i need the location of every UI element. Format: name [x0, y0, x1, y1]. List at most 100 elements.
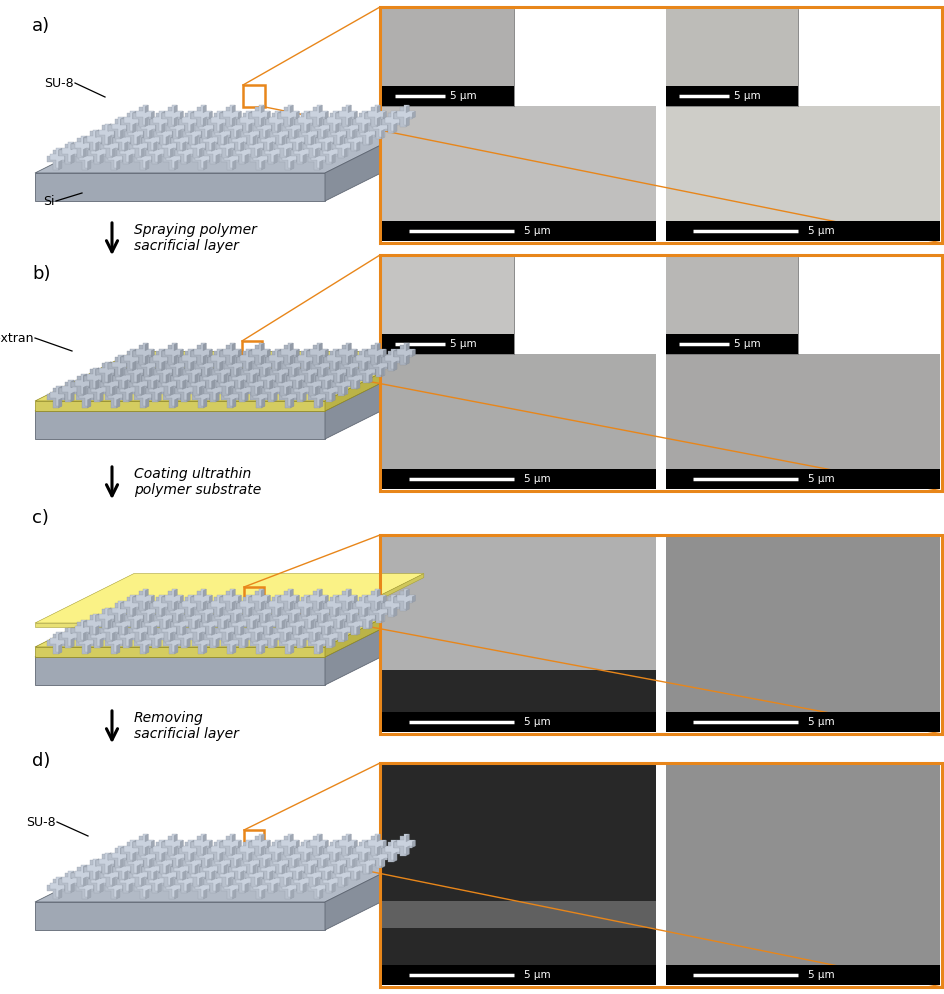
Polygon shape [111, 356, 129, 376]
Text: Removing
sacrificial layer: Removing sacrificial layer [134, 711, 239, 742]
Polygon shape [357, 854, 375, 874]
Polygon shape [153, 595, 171, 615]
Polygon shape [137, 632, 155, 652]
Polygon shape [217, 865, 221, 873]
Polygon shape [255, 117, 258, 124]
Polygon shape [137, 362, 140, 370]
Polygon shape [252, 343, 270, 363]
Polygon shape [296, 393, 299, 400]
Polygon shape [340, 848, 358, 868]
Polygon shape [194, 374, 198, 384]
Polygon shape [412, 595, 415, 602]
Polygon shape [147, 626, 150, 633]
Polygon shape [394, 361, 396, 371]
Polygon shape [144, 834, 148, 842]
Polygon shape [194, 865, 198, 874]
Polygon shape [406, 846, 409, 856]
Polygon shape [88, 644, 91, 654]
Polygon shape [296, 884, 299, 891]
Polygon shape [198, 117, 216, 137]
Polygon shape [114, 129, 117, 137]
Polygon shape [307, 361, 310, 371]
Polygon shape [286, 374, 289, 382]
Polygon shape [319, 399, 323, 408]
Polygon shape [248, 620, 266, 640]
Polygon shape [274, 871, 277, 879]
Polygon shape [201, 368, 204, 375]
Polygon shape [211, 840, 228, 860]
Polygon shape [241, 125, 259, 145]
Polygon shape [303, 392, 306, 402]
Polygon shape [356, 111, 374, 131]
Polygon shape [203, 846, 206, 856]
Polygon shape [346, 368, 349, 375]
Polygon shape [281, 123, 285, 131]
Text: Coating ultrathin
polymer substrate: Coating ultrathin polymer substrate [134, 467, 261, 497]
Polygon shape [75, 865, 93, 885]
Polygon shape [116, 859, 134, 879]
Polygon shape [174, 368, 192, 388]
Polygon shape [261, 846, 264, 856]
Polygon shape [219, 840, 223, 848]
Polygon shape [352, 613, 355, 623]
Polygon shape [323, 380, 341, 401]
Polygon shape [292, 871, 295, 879]
Polygon shape [290, 387, 294, 394]
Bar [666, 86, 797, 106]
Polygon shape [194, 589, 212, 609]
Polygon shape [261, 148, 264, 156]
Polygon shape [219, 374, 237, 394]
Polygon shape [352, 113, 370, 133]
Polygon shape [151, 595, 154, 602]
Polygon shape [112, 136, 115, 144]
Polygon shape [328, 130, 330, 137]
Polygon shape [88, 399, 91, 408]
Polygon shape [228, 865, 231, 873]
Polygon shape [153, 111, 171, 131]
Polygon shape [158, 607, 176, 627]
Polygon shape [182, 380, 186, 390]
Polygon shape [166, 878, 184, 898]
Polygon shape [281, 105, 299, 125]
Polygon shape [352, 129, 355, 139]
Polygon shape [216, 621, 234, 641]
Polygon shape [278, 836, 295, 856]
Polygon shape [164, 878, 167, 885]
Polygon shape [211, 871, 214, 881]
Polygon shape [128, 154, 132, 164]
Polygon shape [232, 148, 236, 156]
Polygon shape [112, 148, 115, 158]
Polygon shape [394, 106, 412, 126]
Polygon shape [35, 647, 325, 657]
Polygon shape [364, 836, 382, 856]
Polygon shape [335, 852, 339, 862]
Polygon shape [290, 601, 293, 610]
Polygon shape [213, 607, 216, 615]
Polygon shape [233, 382, 251, 402]
Polygon shape [292, 626, 295, 633]
Polygon shape [285, 601, 303, 621]
Polygon shape [64, 638, 68, 646]
Polygon shape [211, 130, 214, 137]
Polygon shape [249, 106, 267, 126]
Polygon shape [339, 105, 357, 125]
Polygon shape [207, 626, 225, 646]
Polygon shape [191, 852, 194, 862]
Polygon shape [128, 362, 146, 382]
Polygon shape [161, 865, 179, 885]
Polygon shape [311, 632, 329, 652]
Text: b): b) [32, 265, 50, 283]
Polygon shape [211, 125, 229, 145]
Polygon shape [133, 388, 152, 408]
Polygon shape [191, 590, 209, 610]
Polygon shape [298, 363, 317, 384]
Polygon shape [384, 111, 403, 131]
Polygon shape [149, 356, 152, 363]
Polygon shape [124, 595, 142, 615]
Polygon shape [100, 376, 118, 396]
Polygon shape [111, 117, 129, 137]
Polygon shape [356, 595, 374, 615]
Polygon shape [191, 836, 209, 856]
Polygon shape [380, 356, 384, 363]
Polygon shape [327, 349, 345, 369]
